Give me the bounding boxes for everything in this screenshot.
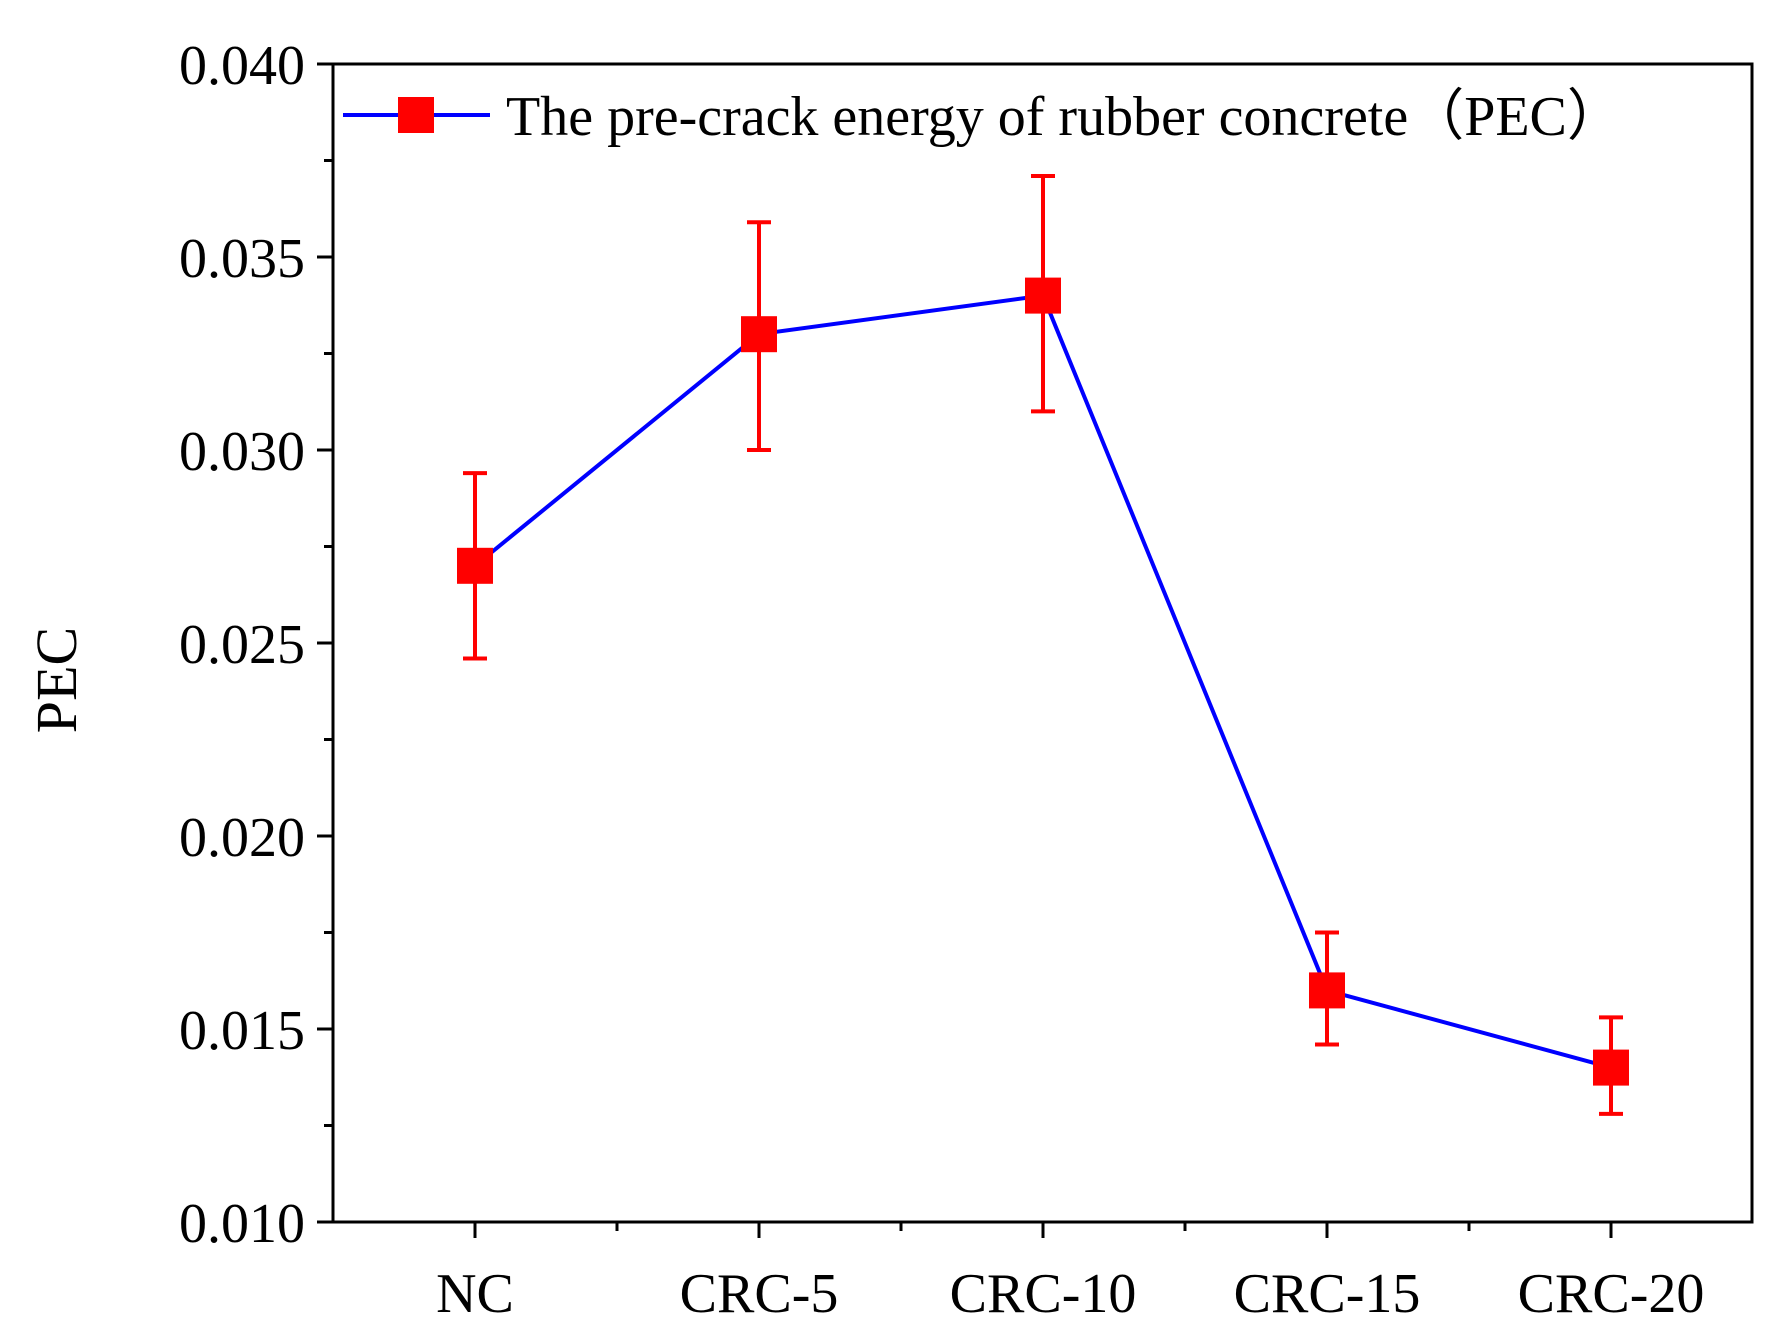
y-tick-label: 0.040	[179, 35, 305, 97]
y-tick-label: 0.015	[179, 1000, 305, 1062]
legend: The pre-crack energy of rubber concrete（…	[343, 86, 1623, 148]
data-point	[1309, 972, 1345, 1009]
x-tick-label: CRC-15	[1234, 1263, 1421, 1325]
y-tick-label: 0.035	[179, 228, 305, 290]
legend-label: The pre-crack energy of rubber concrete（…	[506, 86, 1623, 148]
y-axis-label: PEC	[24, 627, 89, 733]
x-tick-label: NC	[436, 1263, 514, 1325]
data-point	[1025, 277, 1061, 314]
data-point	[741, 316, 777, 353]
y-tick-label: 0.025	[179, 614, 305, 676]
data-point	[457, 547, 493, 584]
x-tick-label: CRC-10	[950, 1263, 1137, 1325]
data-point	[1593, 1049, 1629, 1086]
y-axis-ticks: 0.010 0.015 0.020 0.025 0.030 0.035 0.040	[179, 35, 333, 1255]
x-axis-ticks: NC CRC-5 CRC-10 CRC-15 CRC-20	[436, 1222, 1704, 1325]
legend-marker	[398, 97, 434, 133]
x-tick-label: CRC-5	[680, 1263, 839, 1325]
error-bars	[463, 173, 1623, 1116]
data-markers	[457, 277, 1629, 1086]
y-tick-label: 0.020	[179, 807, 305, 869]
x-tick-label: CRC-20	[1518, 1263, 1705, 1325]
y-tick-label: 0.030	[179, 421, 305, 483]
y-tick-label: 0.010	[179, 1193, 305, 1255]
